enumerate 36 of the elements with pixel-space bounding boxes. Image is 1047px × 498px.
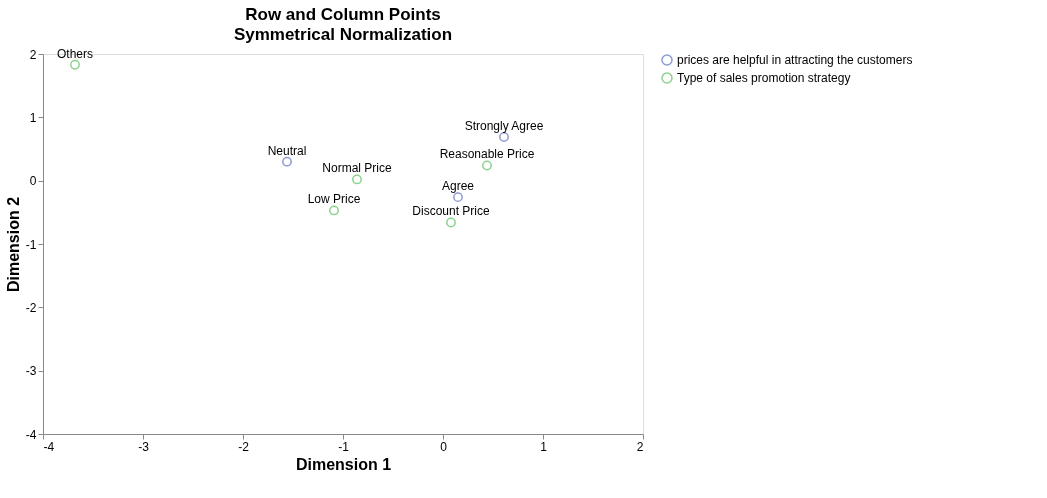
annotation: Neutral [267, 143, 307, 158]
x-tick-label: -4 [43, 439, 55, 454]
y-tick-label: 1 [29, 110, 37, 125]
annotation: Reasonable Price [439, 147, 535, 162]
y-axis-title: Dimension 2 [4, 196, 22, 293]
annotation: Others [56, 46, 94, 61]
x-axis-title: Dimension 1 [295, 455, 392, 473]
point [482, 160, 492, 171]
annotation: Normal Price [322, 161, 392, 176]
point [329, 205, 339, 216]
x-tick-label: 0 [440, 439, 448, 454]
y-tick-label: -4 [25, 427, 37, 442]
annotation: Agree [441, 179, 475, 194]
x-tick-label: -1 [338, 439, 350, 454]
legend-label: Type of sales promotion strategy [677, 71, 851, 85]
y-tick-label: -1 [25, 237, 37, 252]
point [282, 156, 292, 167]
chart-subtitle: Symmetrical Normalization [233, 24, 453, 44]
annotation: Strongly Agree [464, 118, 544, 133]
x-tick-label: 2 [636, 439, 644, 454]
x-tick-label: -3 [138, 439, 150, 454]
point [70, 59, 80, 70]
y-tick-label: 2 [29, 47, 37, 62]
x-tick-label: -2 [238, 439, 250, 454]
y-tick-label: -3 [25, 364, 37, 379]
y-tick-label: -2 [25, 300, 37, 315]
y-tick-label: 0 [29, 174, 37, 189]
legend-label: prices are helpful in attracting the customers [677, 53, 913, 67]
annotation: Low Price [307, 192, 361, 207]
x-tick-label: 1 [540, 439, 548, 454]
point [446, 217, 456, 228]
point [352, 174, 362, 185]
point [453, 192, 463, 203]
annotation: Discount Price [412, 204, 490, 219]
chart-title: Row and Column Points [245, 4, 441, 24]
point [499, 132, 509, 142]
